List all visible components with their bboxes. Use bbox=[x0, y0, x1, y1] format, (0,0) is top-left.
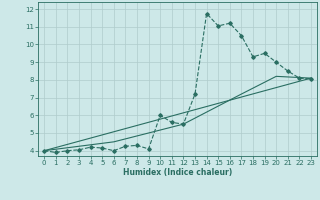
X-axis label: Humidex (Indice chaleur): Humidex (Indice chaleur) bbox=[123, 168, 232, 177]
